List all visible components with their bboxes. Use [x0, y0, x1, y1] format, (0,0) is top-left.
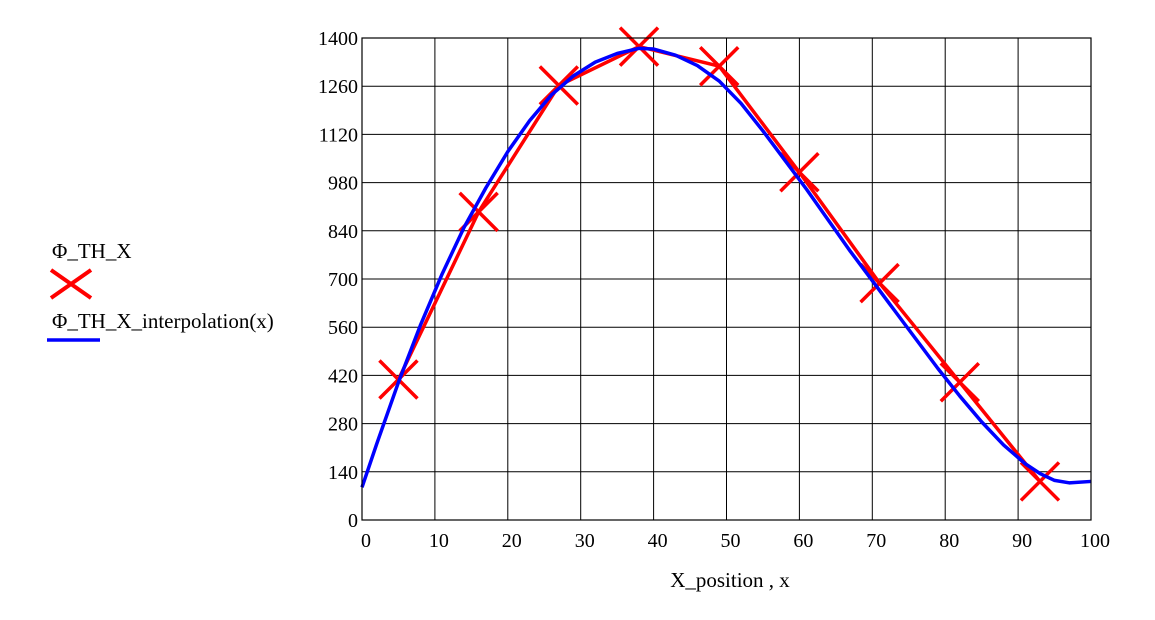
- legend-x-marker-path: [49, 268, 93, 300]
- grid-lines: [361, 37, 1092, 521]
- data-point-x-marker: [779, 152, 820, 193]
- legend: Φ_TH_X Φ_TH_X_interpolation(x): [47, 239, 274, 342]
- x-tick-label: 90: [1012, 530, 1032, 552]
- data-series-line: [396, 44, 1042, 483]
- legend-label-data: Φ_TH_X: [52, 239, 132, 263]
- x-tick-label: 80: [939, 530, 959, 552]
- interpolation-series-line: [360, 46, 1092, 488]
- x-tick-label: 10: [429, 530, 449, 552]
- x-tick-label: 20: [502, 530, 522, 552]
- x-axis-title: X_position , x: [670, 568, 790, 592]
- y-tick-label: 700: [328, 269, 358, 291]
- y-tick-label: 0: [348, 510, 358, 532]
- x-tick-label: 0: [361, 530, 371, 552]
- y-tick-label: 560: [328, 317, 358, 339]
- x-tick-label: 60: [793, 530, 813, 552]
- y-tick-label: 1260: [318, 76, 358, 98]
- plot-frame: [361, 37, 1092, 521]
- x-tick-label: 40: [648, 530, 668, 552]
- data-point-x-marker: [538, 65, 580, 106]
- series-group: [360, 26, 1092, 502]
- tick-labels: 0 10 20 30 40 50 60 70 80 90 100 0 140 280 420 560 700 84…: [318, 28, 1110, 552]
- data-point-x-marker: [1019, 461, 1061, 502]
- y-tick-label: 1120: [319, 124, 358, 146]
- data-point-x-marker: [939, 362, 981, 403]
- y-tick-label: 1400: [318, 28, 358, 50]
- y-tick-label: 280: [328, 414, 358, 436]
- data-point-x-marker: [698, 45, 740, 87]
- y-tick-label: 980: [328, 173, 358, 195]
- data-point-x-marker: [859, 262, 900, 304]
- legend-label-interpolation: Φ_TH_X_interpolation(x): [52, 309, 274, 333]
- y-tick-label: 420: [328, 365, 358, 387]
- x-tick-label: 30: [575, 530, 595, 552]
- y-tick-label: 140: [328, 462, 358, 484]
- x-tick-label: 70: [866, 530, 886, 552]
- y-tick-label: 840: [328, 221, 358, 243]
- legend-x-marker-icon: [49, 268, 93, 300]
- x-tick-label: 100: [1080, 530, 1110, 552]
- x-tick-label: 50: [721, 530, 741, 552]
